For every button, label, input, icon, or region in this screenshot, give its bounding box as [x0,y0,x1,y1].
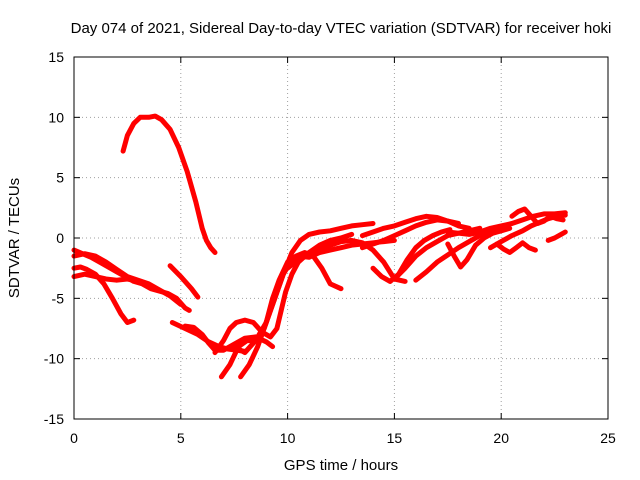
x-tick-label: 5 [177,430,185,446]
series-arc-20 [445,210,568,237]
y-tick-label: 10 [48,109,64,125]
series-arc-2 [71,264,137,325]
series-arc-23 [509,206,566,226]
series-arc-18 [413,228,504,283]
data-series-layer [71,113,568,380]
series-arc-15 [359,213,472,239]
chart-title: Day 074 of 2021, Sidereal Day-to-day VTE… [71,20,612,37]
series-arc-9 [212,231,355,356]
x-tick-label: 15 [387,430,403,446]
y-axis-label: SDTVAR / TECUs [6,178,23,298]
series-arc-5 [71,247,192,313]
x-tick-label: 20 [493,430,509,446]
series-arc-22 [494,240,538,255]
y-tick-label: -15 [44,411,64,427]
grid [74,57,608,419]
y-tick-label: -5 [52,290,65,306]
y-tick-label: 15 [48,49,64,65]
series-arc-16 [370,227,453,284]
x-tick-label: 10 [280,430,296,446]
y-tick-label: 0 [56,230,64,246]
ticks: 0 5 10 15 20 25 -15 -10 -5 0 5 10 15 [44,49,616,446]
series-arc-6 [167,263,201,300]
y-tick-label: -10 [44,351,64,367]
y-tick-label: 5 [56,170,64,186]
series-arc-1 [120,113,218,255]
series-arc-13 [285,237,408,284]
series-arc-19 [445,225,513,270]
series-arc-12 [231,237,397,356]
x-tick-label: 25 [600,430,616,446]
x-tick-label: 0 [70,430,78,446]
x-axis-label: GPS time / hours [284,457,398,474]
series-arc-24 [545,229,568,243]
